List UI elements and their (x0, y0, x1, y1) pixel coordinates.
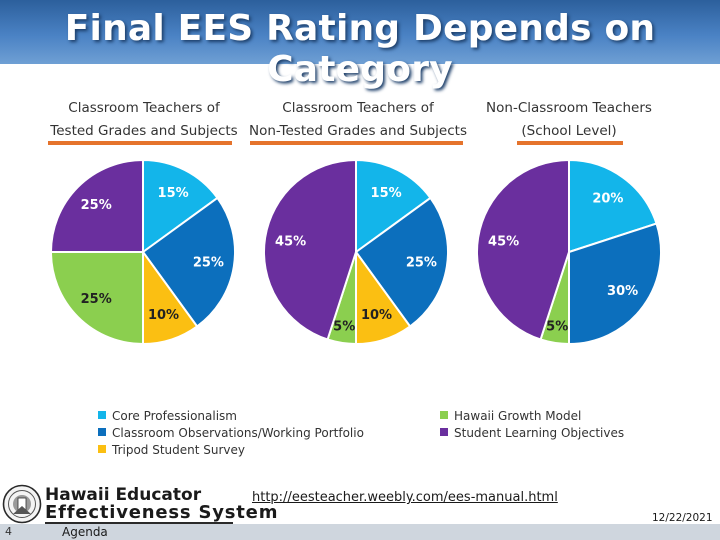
legend-swatch (98, 411, 106, 419)
legend-item-classroom-observations: Classroom Observations/Working Portfolio (98, 426, 364, 440)
chart-2-slice-5 (263, 158, 357, 341)
chart-1-title: Classroom Teachers of Tested Grades and … (46, 97, 242, 143)
slide-date: 12/22/2021 (652, 512, 713, 524)
chart-1-slice-5-label: 25% (81, 198, 112, 213)
legend-item-student-learning-objectives: Student Learning Objectives (440, 426, 624, 440)
chart-3-slice-3-label: 5% (546, 320, 568, 335)
chart-1-slice-4-label: 25% (81, 292, 112, 307)
chart-1-slice-4 (49, 251, 144, 346)
chart-3-slice-2-label: 30% (607, 284, 638, 299)
legend-label: Classroom Observations/Working Portfolio (112, 426, 364, 440)
chart-2-slice-5-label: 45% (275, 235, 306, 250)
footer-bar (0, 524, 720, 540)
chart-2-title-line-1: Classroom Teachers of (282, 100, 434, 116)
title-bar: Final EES Rating Depends on Category (0, 0, 720, 90)
chart-3-slice-4-label: 45% (488, 235, 519, 250)
chart-3-slice-2 (568, 222, 662, 346)
hawaii-state-seal-icon (2, 484, 42, 524)
chart-1-slice-1-label: 15% (158, 186, 189, 201)
chart-1-slice-2 (141, 196, 236, 328)
legend-swatch (440, 411, 448, 419)
chart-2-slice-2-label: 25% (406, 255, 437, 270)
chart-1-slice-3-label: 10% (148, 308, 179, 323)
chart-2-slice-1-label: 15% (371, 186, 402, 201)
legend-item-core-professionalism: Core Professionalism (98, 409, 237, 423)
source-url-link[interactable]: http://eesteacher.weebly.com/ees-manual.… (252, 490, 558, 505)
legend-swatch (98, 445, 106, 453)
legend-label: Hawaii Growth Model (454, 409, 582, 423)
logo-text: Hawaii Educator Effectiveness System (45, 486, 278, 522)
chart-3-title-line-1: Non-Classroom Teachers (486, 100, 652, 116)
chart-3-slice-1-label: 20% (592, 191, 623, 206)
chart-2-slice-3-label: 10% (361, 308, 392, 323)
chart-area: 15% 25% 10% 25% 25% 15% 25% 10% 5% 45% 20% 30% 5% 45%… (0, 64, 720, 484)
chart-1-underline (48, 141, 232, 145)
chart-1-title-line-1: Classroom Teachers of (68, 100, 220, 116)
chart-2-slice-1 (355, 158, 432, 254)
chart-3-title: Non-Classroom Teachers (School Level) (474, 97, 664, 143)
chart-1-slice-2-label: 25% (193, 255, 224, 270)
logo-underline (45, 522, 233, 524)
page-number: 4 (5, 525, 12, 538)
chart-2-underline (250, 141, 463, 145)
legend-swatch (440, 428, 448, 436)
pie-charts: 15% 25% 10% 25% 25% 15% 25% 10% 5% 45% 20% 30% 5% 45% (49, 158, 662, 346)
chart-2-slice-4-label: 5% (333, 320, 355, 335)
chart-3-slice-4 (476, 158, 570, 341)
chart-2-slice-2 (354, 196, 449, 328)
chart-2-title: Classroom Teachers of Non-Tested Grades … (246, 97, 470, 143)
chart-1-slice-1 (142, 158, 219, 254)
logo-line-1: Hawaii Educator (45, 485, 202, 505)
chart-3-title-line-2: (School Level) (521, 123, 617, 139)
legend-label: Core Professionalism (112, 409, 237, 423)
legend-item-hawaii-growth-model: Hawaii Growth Model (440, 409, 581, 423)
chart-3-underline (517, 141, 623, 145)
legend-item-tripod-student-survey: Tripod Student Survey (98, 443, 245, 457)
chart-1-title-line-2: Tested Grades and Subjects (50, 123, 238, 139)
logo-line-2: Effectiveness System (45, 502, 279, 523)
slide-title: Final EES Rating Depends on Category (64, 8, 656, 90)
chart-2-title-line-2: Non-Tested Grades and Subjects (249, 123, 467, 139)
legend-label: Tripod Student Survey (112, 443, 246, 457)
legend-swatch (98, 428, 106, 436)
chart-1-slice-5 (49, 158, 144, 253)
agenda-link[interactable]: Agenda (62, 525, 108, 539)
legend-label: Student Learning Objectives (454, 426, 625, 440)
chart-3-slice-1 (568, 158, 658, 254)
